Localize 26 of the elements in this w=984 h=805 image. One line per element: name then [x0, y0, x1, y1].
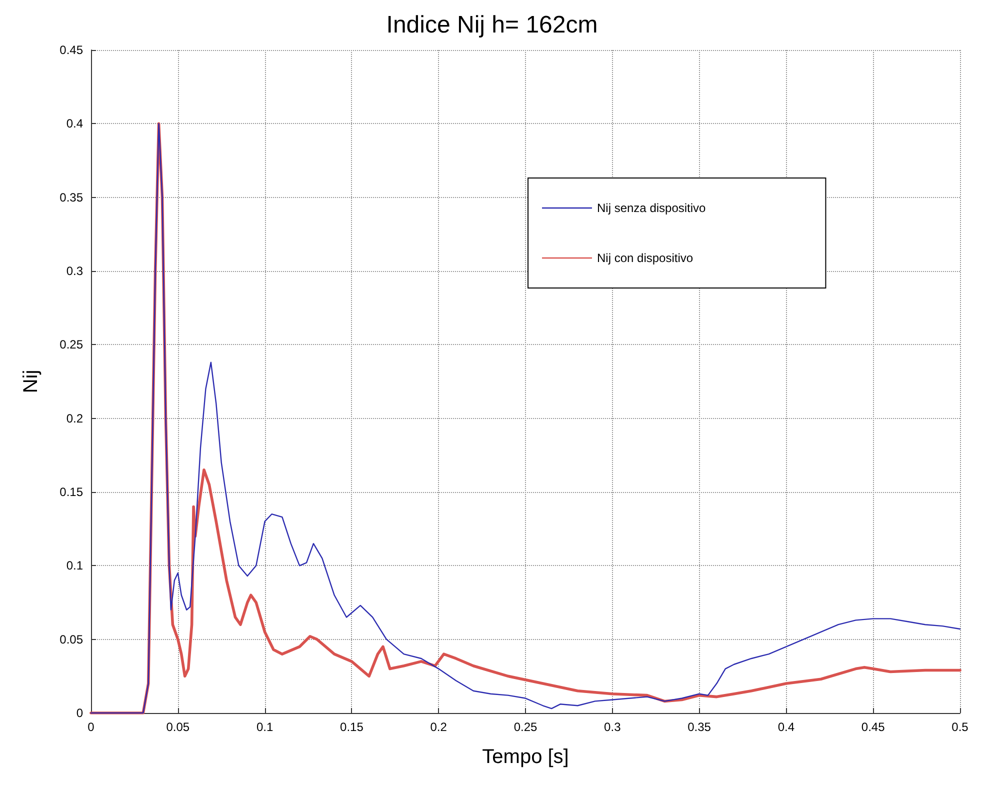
x-tick-label: 0.3 — [604, 720, 622, 734]
x-tick-label: 0 — [88, 720, 95, 734]
x-axis-title: Tempo [s] — [482, 746, 569, 768]
x-tick-label: 0.2 — [430, 720, 448, 734]
x-tick-label: 0.1 — [256, 720, 274, 734]
y-tick-label: 0.45 — [60, 43, 84, 57]
chart-title: Indice Nij h= 162cm — [386, 12, 598, 38]
legend-label: Nij senza dispositivo — [597, 201, 706, 215]
y-axis-title: Nij — [20, 370, 42, 394]
x-tick-label: 0.5 — [952, 720, 969, 734]
x-tick-label: 0.45 — [861, 720, 886, 734]
y-tick-label: 0.3 — [66, 264, 84, 278]
x-tick-label: 0.25 — [514, 720, 538, 734]
y-tick-label: 0 — [76, 706, 84, 720]
y-tick-label: 0.2 — [66, 411, 84, 426]
legend-label: Nij con dispositivo — [597, 251, 694, 265]
x-tick-label: 0.4 — [778, 720, 795, 734]
y-tick-label: 0.25 — [60, 338, 84, 352]
x-tick-label: 0.15 — [340, 720, 364, 734]
x-tick-label: 0.35 — [688, 720, 712, 734]
y-tick-label: 0.05 — [60, 632, 84, 646]
y-tick-label: 0.35 — [60, 190, 84, 204]
y-tick-label: 0.1 — [66, 558, 84, 573]
y-tick-label: 0.4 — [66, 116, 84, 131]
y-tick-label: 0.15 — [60, 485, 84, 499]
x-tick-label: 0.05 — [166, 720, 190, 734]
